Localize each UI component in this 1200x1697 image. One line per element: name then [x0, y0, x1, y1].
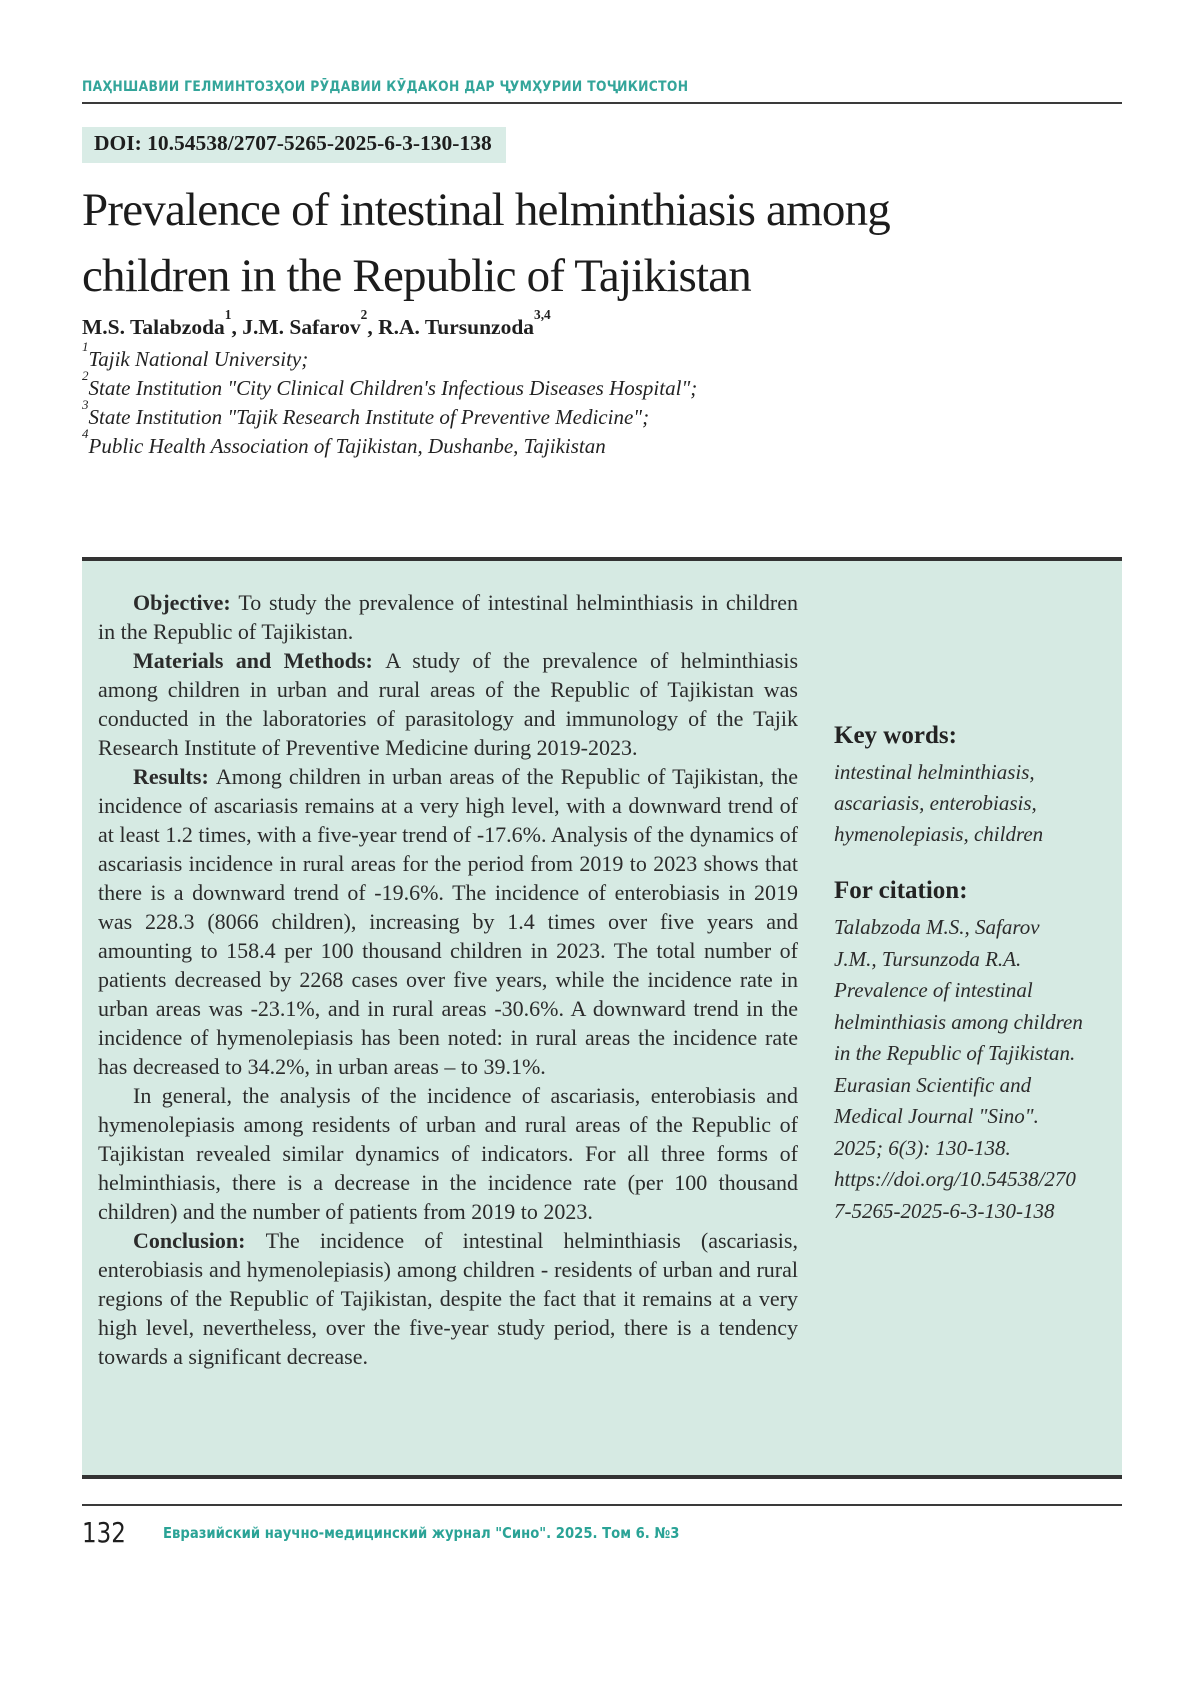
abstract-paragraph-methods: Materials and Methods: A study of the pr… — [98, 646, 798, 762]
citation-heading: For citation: — [834, 877, 968, 904]
affiliation-line: 3State Institution "Tajik Research Insti… — [82, 398, 1200, 432]
footer-divider — [82, 1504, 1122, 1506]
affiliations-list: 1Tajik National University; 2State Insti… — [82, 340, 1200, 461]
paragraph-label: Results: — [133, 764, 216, 789]
paragraph-text: In general, the analysis of the incidenc… — [98, 1083, 798, 1224]
author-name: R.A. Tursunzoda — [378, 315, 535, 339]
abstract-body: Objective: To study the prevalence of in… — [98, 588, 798, 1475]
page-footer: 132 Евразийский научно-медицинский журна… — [82, 1516, 1122, 1549]
affiliation-marker: 1 — [82, 338, 89, 354]
affiliation-line: 1Tajik National University; — [82, 340, 1200, 374]
paragraph-label: Objective: — [133, 590, 239, 615]
running-head: ПАҲНШАВИИ ГЕЛМИНТОЗҲОИ РӮДАВИИ КӮДАКОН Д… — [82, 79, 689, 95]
paragraph-text: To study the prevalence of intestinal he… — [98, 590, 798, 644]
abstract-paragraph-results: Results: Among children in urban areas o… — [98, 762, 798, 1081]
paragraph-label: Conclusion: — [133, 1228, 266, 1253]
header-divider — [82, 102, 1122, 104]
keywords-text: intestinal helminthiasis, ascariasis, en… — [834, 760, 1044, 846]
author-name: J.M. Safarov — [242, 315, 361, 339]
author-affiliation-marker: 2 — [360, 306, 368, 322]
affiliation-line: 4Public Health Association of Tajikistan… — [82, 427, 1200, 461]
paragraph-label: Materials and Methods: — [133, 648, 386, 673]
affiliation-text: State Institution "Tajik Research Instit… — [88, 405, 650, 429]
paragraph-text: A study of the prevalence of helminthias… — [98, 648, 799, 760]
author-affiliation-marker: 1 — [224, 306, 232, 322]
citation-text: Talabzoda M.S., Safarov J.M., Tursunzoda… — [834, 915, 1083, 1223]
paragraph-text: Among children in urban areas of the Rep… — [98, 764, 798, 1079]
doi-badge: DOI: 10.54538/2707-5265-2025-6-3-130-138 — [82, 127, 506, 163]
paragraph-text: The incidence of intestinal helminthiasi… — [98, 1228, 798, 1369]
abstract-paragraph-general: In general, the analysis of the incidenc… — [98, 1081, 798, 1226]
abstract-sidebar: Key words: intestinal helminthiasis, asc… — [834, 588, 1084, 1475]
affiliation-marker: 4 — [82, 425, 89, 441]
affiliation-text: Tajik National University; — [88, 347, 309, 371]
affiliation-marker: 3 — [82, 396, 89, 412]
affiliation-text: State Institution "City Clinical Childre… — [88, 376, 698, 400]
author-name: M.S. Talabzoda — [82, 315, 225, 339]
keywords-heading: Key words: — [834, 722, 957, 749]
authors-line: M.S. Talabzoda1, J.M. Safarov2, R.A. Tur… — [82, 307, 1200, 340]
page-number: 132 — [82, 1516, 126, 1549]
running-head-wrap: ПАҲНШАВИИ ГЕЛМИНТОЗҲОИ РӮДАВИИ КӮДАКОН Д… — [82, 0, 1122, 96]
author-separator: , — [231, 315, 243, 339]
article-title: Prevalence of intestinal helminthiasis a… — [82, 184, 891, 302]
author-affiliation-marker: 3,4 — [534, 306, 551, 322]
journal-name: Евразийский научно-медицинский журнал "С… — [163, 1523, 680, 1542]
author-separator: , — [367, 315, 379, 339]
abstract-paragraph-objective: Objective: To study the prevalence of in… — [98, 588, 798, 646]
affiliation-line: 2State Institution "City Clinical Childr… — [82, 369, 1200, 403]
affiliation-marker: 2 — [82, 367, 89, 383]
affiliation-text: Public Health Association of Tajikistan,… — [88, 434, 606, 458]
abstract-paragraph-conclusion: Conclusion: The incidence of intestinal … — [98, 1226, 798, 1371]
abstract-box: Objective: To study the prevalence of in… — [82, 557, 1122, 1479]
